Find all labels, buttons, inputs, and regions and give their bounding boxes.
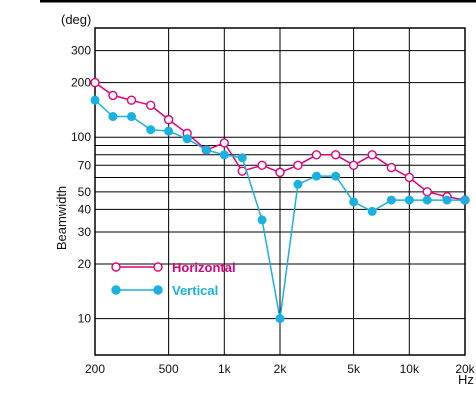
x-tick-label: 500 <box>159 362 179 376</box>
data-point-vertical <box>404 195 414 205</box>
legend-label: Vertical <box>172 283 218 298</box>
data-point-horizontal <box>386 162 397 173</box>
y-tick-label: 30 <box>78 225 92 239</box>
data-point-horizontal <box>257 160 267 171</box>
data-point-horizontal <box>422 187 432 197</box>
data-series <box>90 77 470 324</box>
data-point-vertical <box>182 134 192 144</box>
data-point-horizontal <box>330 150 341 160</box>
data-point-vertical <box>275 314 285 324</box>
data-point-horizontal <box>275 167 285 178</box>
legend-marker <box>153 262 163 272</box>
data-point-vertical <box>460 195 470 205</box>
y-unit-label: (deg) <box>61 12 91 27</box>
y-tick-label: 20 <box>78 257 92 271</box>
x-tick-label: 1k <box>218 362 232 376</box>
data-point-vertical <box>386 195 396 205</box>
data-point-horizontal <box>126 95 137 105</box>
x-unit-label: Hz <box>458 372 474 387</box>
data-point-vertical <box>442 195 452 205</box>
data-point-horizontal <box>90 77 100 88</box>
plot-frame <box>94 27 466 356</box>
y-tick-label: 70 <box>78 158 92 172</box>
x-tick-label: 20k <box>455 362 475 376</box>
data-point-vertical <box>201 145 211 155</box>
grid <box>94 28 466 355</box>
x-tick-label: 10k <box>400 362 420 376</box>
data-point-horizontal <box>367 150 377 160</box>
data-point-horizontal <box>163 114 174 125</box>
legend-marker <box>153 285 163 295</box>
data-point-vertical <box>349 197 359 207</box>
y-tick-label: 10 <box>78 312 92 326</box>
y-tick-label: 40 <box>78 202 92 216</box>
y-tick-label: 200 <box>71 76 91 90</box>
data-point-vertical <box>90 95 100 105</box>
x-tick-label: 200 <box>85 362 105 376</box>
data-point-horizontal <box>293 160 303 171</box>
legend-label: Horizontal <box>172 260 236 275</box>
data-point-vertical <box>257 215 267 225</box>
data-point-horizontal <box>348 160 359 171</box>
data-point-vertical <box>237 153 247 163</box>
legend: Horizontal Vertical <box>111 260 236 298</box>
y-axis-label: Beamwidth <box>54 186 69 250</box>
data-point-vertical <box>126 112 136 122</box>
y-tick-label: 100 <box>71 130 91 144</box>
y-tick-label: 50 <box>78 185 92 199</box>
data-point-vertical <box>311 171 321 181</box>
x-tick-label: 2k <box>274 362 288 376</box>
data-point-vertical <box>146 125 156 135</box>
data-point-horizontal <box>108 90 118 101</box>
data-point-horizontal <box>145 100 156 110</box>
x-tick-label: 5k <box>347 362 361 376</box>
data-point-horizontal <box>404 172 415 183</box>
data-point-vertical <box>331 171 341 181</box>
legend-marker <box>111 262 121 272</box>
data-point-vertical <box>164 126 174 136</box>
data-point-vertical <box>367 206 377 216</box>
data-point-vertical <box>293 179 303 189</box>
y-tick-label: 300 <box>71 44 91 58</box>
legend-marker <box>111 285 121 295</box>
data-point-vertical <box>219 150 229 160</box>
data-point-vertical <box>108 112 118 122</box>
data-point-horizontal <box>311 150 322 160</box>
data-point-vertical <box>422 195 432 205</box>
data-point-horizontal <box>219 138 230 148</box>
tick-labels: 200 500 1k 2k 5k 10k 20k 300 200 100 70 50 40 30 20 10 <box>71 44 476 376</box>
